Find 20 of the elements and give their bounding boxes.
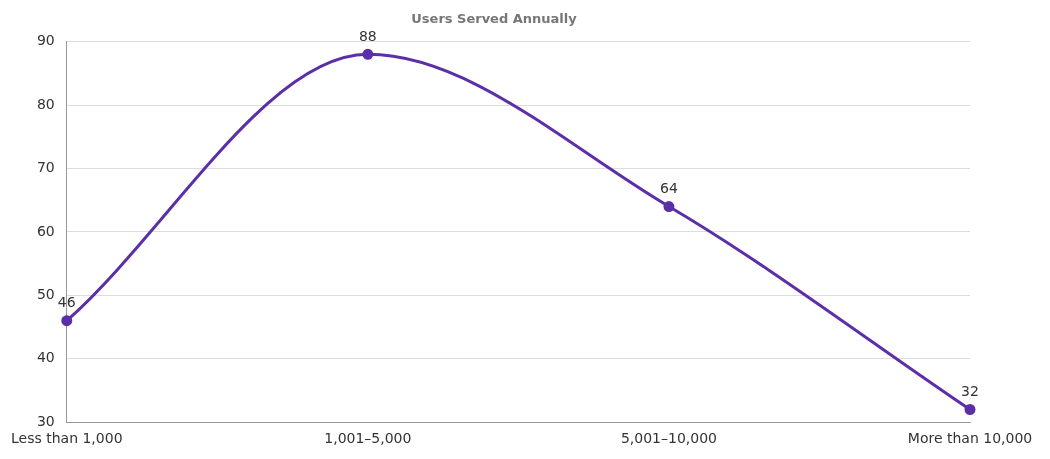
y-tick-label: 50 [36, 285, 55, 302]
x-tick-label: More than 10,000 [907, 430, 1033, 447]
x-tick-label: 5,001–10,000 [620, 430, 717, 447]
point [663, 201, 675, 213]
data-label: 88 [358, 27, 377, 44]
y-tick-label: 70 [36, 159, 55, 176]
data-label: 46 [57, 294, 76, 311]
y-tick-label: 80 [36, 95, 55, 112]
point [61, 315, 73, 327]
x-tick-label: Less than 1,000 [10, 430, 123, 447]
data-label: 32 [961, 383, 979, 400]
y-tick-label: 40 [36, 349, 55, 366]
y-tick-label: 90 [36, 32, 55, 49]
y-tick-label: 30 [36, 412, 55, 429]
x-tick-label: 1,001–5,000 [324, 430, 412, 447]
y-tick-label: 60 [36, 222, 55, 239]
point [964, 404, 976, 416]
data-label: 64 [660, 180, 678, 197]
point [362, 48, 374, 60]
chart-title: Users Served Annually [411, 11, 578, 27]
